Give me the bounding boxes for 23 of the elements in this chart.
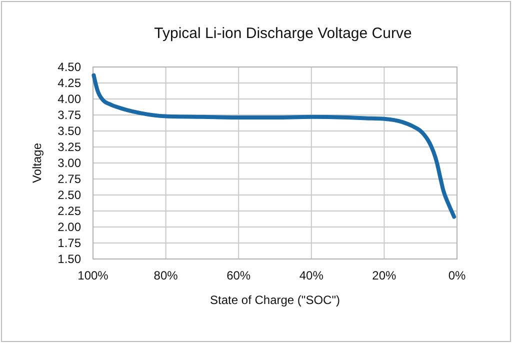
y-tick-label: 4.25 [58,76,82,90]
y-tick-label: 3.75 [58,108,82,122]
x-tick-label: 80% [154,268,178,283]
y-tick-label: 3.50 [58,124,82,138]
x-axis-title: State of Charge ("SOC") [210,293,340,307]
x-tick-label: 20% [372,268,397,283]
chart-title: Typical Li-ion Discharge Voltage Curve [154,25,412,42]
x-tick-label: 40% [299,268,324,283]
y-tick-label: 3.25 [58,140,82,154]
y-tick-label: 4.50 [58,60,82,74]
x-tick-label: 100% [78,268,109,283]
y-tick-label: 2.00 [58,220,82,234]
x-tick-label: 0% [448,268,466,283]
x-tick-label: 60% [226,268,251,283]
line-series [92,73,456,219]
y-tick-label: 3.00 [58,156,82,170]
y-tick-label: 2.25 [58,204,82,218]
y-tick-label: 4.00 [58,92,82,106]
y-tick-label: 1.50 [58,252,82,266]
y-tick-label: 2.75 [58,172,82,186]
y-tick-label: 2.50 [58,188,82,202]
y-tick-label: 1.75 [58,236,82,250]
y-axis-title: Voltage [30,142,44,184]
